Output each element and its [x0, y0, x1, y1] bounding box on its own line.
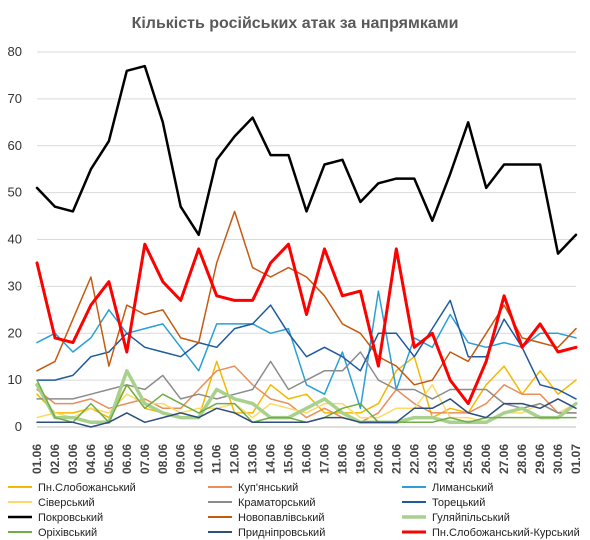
x-tick-label: 07.06: [138, 444, 152, 474]
x-tick-label: 23.06: [425, 444, 439, 474]
legend: Пн.Слобожанський Куп'янський Лиманський Сів…: [8, 482, 580, 539]
series-line: [35, 242, 578, 406]
legend-item: Лиманський: [402, 482, 493, 494]
x-tick-label: 27.06: [497, 444, 511, 474]
legend-label: Лиманський: [432, 482, 493, 494]
y-tick-label: 20: [8, 325, 22, 340]
legend-label: Пн.Слобожанський: [38, 482, 136, 494]
legend-item: Пн.Слобожанський-Курський: [402, 527, 580, 539]
x-tick-label: 03.06: [66, 444, 80, 474]
series-line: [36, 210, 577, 386]
x-tick-label: 16.06: [300, 444, 314, 474]
x-tick-label: 09.06: [174, 444, 188, 474]
legend-label: Торецький: [432, 497, 485, 509]
series-line: [36, 398, 577, 428]
x-tick-label: 01.07: [569, 444, 583, 474]
x-tick-label: 17.06: [317, 444, 331, 474]
y-axis: 0 10 20 30 40 50 60 70 80: [8, 44, 22, 434]
legend-label: Краматорський: [238, 497, 316, 509]
legend-item: Оріхівський: [8, 527, 97, 539]
x-tick-label: 22.06: [407, 444, 421, 474]
series-line: [36, 365, 577, 424]
legend-item: Гуляйпільський: [402, 512, 510, 524]
legend-item: Пн.Слобожанський: [8, 482, 136, 494]
y-tick-label: 10: [8, 372, 22, 387]
x-tick-label: 24.06: [443, 444, 457, 474]
x-tick-label: 13.06: [246, 444, 260, 474]
x-tick-label: 14.06: [264, 444, 278, 474]
legend-label: Оріхівський: [38, 527, 97, 539]
legend-item: Куп'янський: [208, 482, 298, 494]
legend-item: Торецький: [402, 497, 485, 509]
legend-label: Пн.Слобожанський-Курський: [432, 527, 580, 539]
legend-label: Новопавлівський: [238, 512, 324, 524]
y-tick-label: 50: [8, 185, 22, 200]
x-tick-label: 28.06: [515, 444, 529, 474]
legend-item: Покровський: [8, 512, 103, 524]
y-tick-label: 60: [8, 138, 22, 153]
x-tick-label: 21.06: [389, 444, 403, 474]
y-tick-label: 30: [8, 278, 22, 293]
y-tick-label: 80: [8, 44, 22, 59]
chart-title: Кількість російських атак за напрямками: [132, 15, 459, 32]
x-tick-label: 25.06: [461, 444, 475, 474]
x-tick-label: 11.06: [210, 444, 224, 474]
x-tick-label: 02.06: [48, 444, 62, 474]
legend-item: Сіверський: [8, 497, 95, 509]
x-tick-label: 01.06: [30, 444, 44, 474]
x-tick-label: 30.06: [551, 444, 565, 474]
x-tick-label: 26.06: [479, 444, 493, 474]
legend-label: Куп'янський: [238, 482, 298, 494]
x-tick-label: 12.06: [228, 444, 242, 474]
series-line: [35, 64, 578, 255]
x-tick-label: 10.06: [192, 444, 206, 474]
legend-label: Сіверський: [38, 497, 95, 509]
x-tick-label: 06.06: [120, 444, 134, 474]
x-tick-label: 29.06: [533, 444, 547, 474]
series-line: [35, 369, 578, 425]
legend-label: Гуляйпільський: [432, 512, 510, 524]
x-tick-label: 05.06: [102, 444, 116, 474]
x-tick-label: 19.06: [353, 444, 367, 474]
legend-label: Покровський: [38, 512, 103, 524]
series-lines: [35, 64, 578, 428]
x-axis: 01.06 02.06 03.06 04.06 05.06 06.06 07.06 08.06…: [30, 444, 583, 474]
y-tick-label: 70: [8, 91, 22, 106]
y-tick-label: 40: [8, 232, 22, 247]
legend-item: Придніпровський: [208, 527, 325, 539]
legend-label: Придніпровський: [238, 527, 325, 539]
legend-item: Краматорський: [208, 497, 316, 509]
x-tick-label: 04.06: [84, 444, 98, 474]
x-tick-label: 20.06: [371, 444, 385, 474]
x-tick-label: 08.06: [156, 444, 170, 474]
x-tick-label: 18.06: [335, 444, 349, 474]
x-tick-label: 15.06: [282, 444, 296, 474]
legend-item: Новопавлівський: [208, 512, 324, 524]
y-tick-label: 0: [15, 419, 22, 434]
